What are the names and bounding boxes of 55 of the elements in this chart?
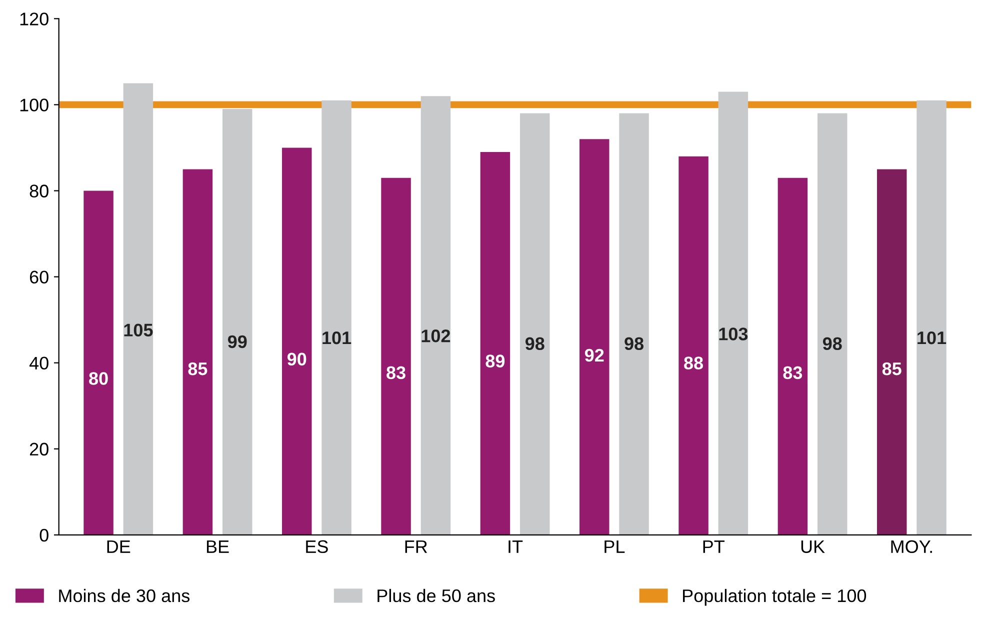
legend-label: Moins de 30 ans xyxy=(59,588,190,602)
bar xyxy=(718,92,748,535)
data-label: 101 xyxy=(322,331,352,344)
bar xyxy=(420,96,451,535)
data-label: 105 xyxy=(124,324,153,336)
bar xyxy=(182,169,213,535)
bar xyxy=(678,156,708,535)
bar xyxy=(381,178,411,535)
y-tick-label: 20 xyxy=(30,442,48,456)
data-label: 85 xyxy=(188,362,208,376)
data-label: 89 xyxy=(486,354,505,368)
data-label: 99 xyxy=(228,335,247,348)
x-tick-label: PL xyxy=(604,540,625,553)
data-label: 101 xyxy=(918,331,946,344)
x-tick-label: DE xyxy=(107,540,130,553)
x-tick-label: IT xyxy=(508,540,523,553)
x-tick-label: ES xyxy=(306,540,328,554)
y-tick-label: 80 xyxy=(30,184,48,198)
y-tick-label: 120 xyxy=(20,12,48,26)
x-tick-label: MOY. xyxy=(891,540,932,554)
bar xyxy=(520,113,550,535)
data-label: 80 xyxy=(89,372,108,385)
bar xyxy=(579,139,610,535)
y-tick-label: 0 xyxy=(40,528,48,542)
data-label: 98 xyxy=(624,337,644,350)
bar xyxy=(876,169,907,535)
bar xyxy=(778,178,808,535)
bar xyxy=(123,83,154,535)
bar xyxy=(322,100,352,535)
legend-label: Population totale = 100 xyxy=(683,588,866,606)
x-tick-label: BE xyxy=(206,540,229,553)
bar xyxy=(817,113,848,535)
y-tick-label: 100 xyxy=(20,98,48,112)
data-label: 83 xyxy=(783,366,802,380)
data-label: 90 xyxy=(287,352,306,366)
x-tick-label: PT xyxy=(703,540,724,553)
data-label: 98 xyxy=(822,337,842,350)
bar xyxy=(84,190,114,535)
data-label: 83 xyxy=(386,366,406,380)
x-tick-label: UK xyxy=(801,540,825,554)
bar xyxy=(480,152,510,535)
bar xyxy=(916,100,946,535)
y-tick-label: 60 xyxy=(30,270,48,284)
data-label: 103 xyxy=(719,328,748,340)
data-label: 85 xyxy=(882,362,902,376)
data-label: 102 xyxy=(422,330,450,342)
x-tick-label: FR xyxy=(405,540,428,553)
data-label: 92 xyxy=(584,348,604,362)
bar xyxy=(282,148,312,535)
y-tick-label: 40 xyxy=(29,356,48,370)
bar xyxy=(222,109,252,535)
data-label: 98 xyxy=(525,337,544,350)
bar xyxy=(619,113,649,535)
data-label: 88 xyxy=(684,356,704,370)
legend-label: Plus de 50 ans xyxy=(378,588,495,602)
